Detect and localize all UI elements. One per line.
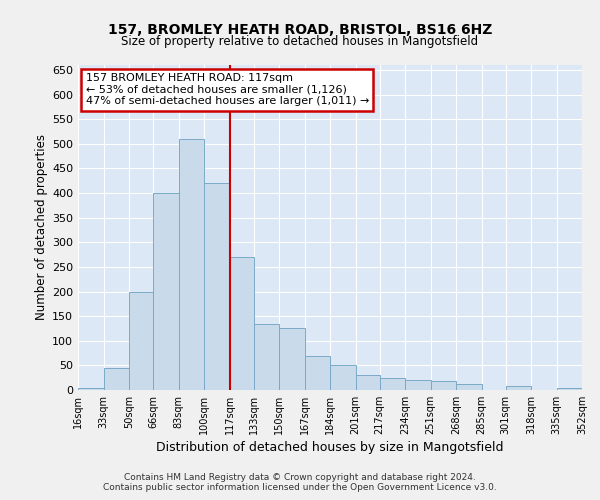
Bar <box>431 381 456 390</box>
Bar <box>229 257 254 390</box>
Text: Contains HM Land Registry data © Crown copyright and database right 2024.
Contai: Contains HM Land Registry data © Crown c… <box>103 473 497 492</box>
Bar <box>104 368 129 390</box>
Bar <box>380 378 405 390</box>
Bar <box>557 388 582 390</box>
X-axis label: Distribution of detached houses by size in Mangotsfield: Distribution of detached houses by size … <box>156 441 504 454</box>
Y-axis label: Number of detached properties: Number of detached properties <box>35 134 48 320</box>
Bar <box>279 328 305 390</box>
Bar <box>129 292 153 390</box>
Bar <box>254 324 279 390</box>
Bar <box>456 384 482 390</box>
Bar <box>153 193 179 390</box>
Text: Size of property relative to detached houses in Mangotsfield: Size of property relative to detached ho… <box>121 35 479 48</box>
Bar <box>355 375 380 390</box>
Bar <box>405 380 431 390</box>
Bar <box>179 139 204 390</box>
Bar <box>330 366 355 390</box>
Bar <box>305 356 330 390</box>
Text: 157, BROMLEY HEATH ROAD, BRISTOL, BS16 6HZ: 157, BROMLEY HEATH ROAD, BRISTOL, BS16 6… <box>108 22 492 36</box>
Bar <box>204 183 229 390</box>
Bar <box>505 386 531 390</box>
Bar <box>78 388 104 390</box>
Text: 157 BROMLEY HEATH ROAD: 117sqm
← 53% of detached houses are smaller (1,126)
47% : 157 BROMLEY HEATH ROAD: 117sqm ← 53% of … <box>86 73 369 106</box>
